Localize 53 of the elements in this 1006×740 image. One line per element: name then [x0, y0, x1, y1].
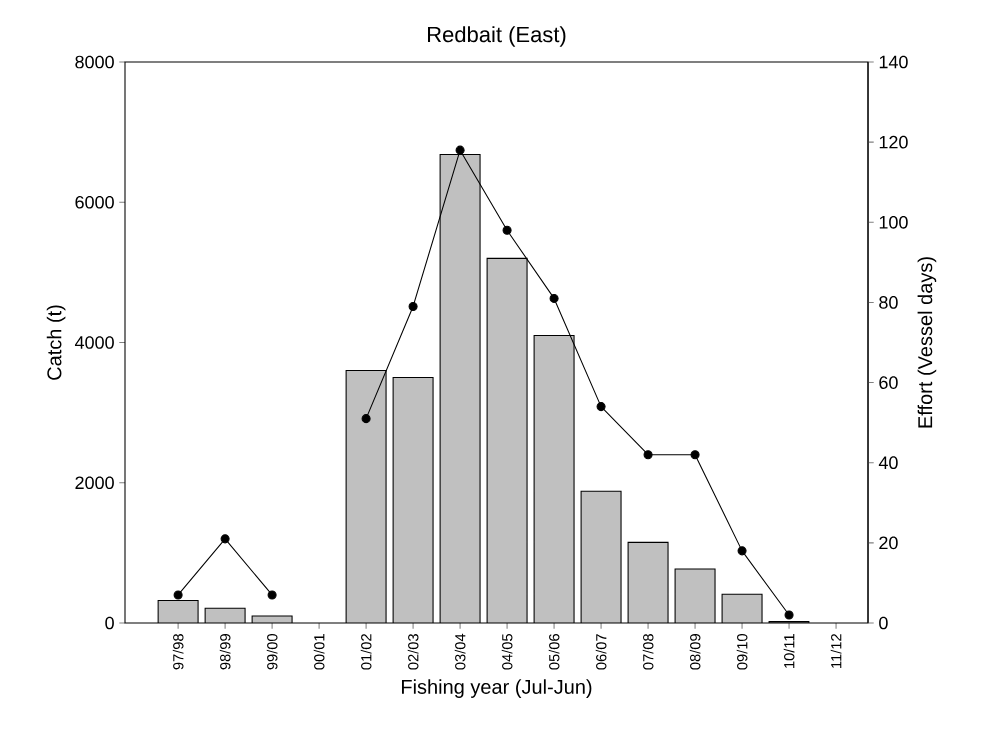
- point: [784, 610, 794, 620]
- point: [455, 145, 465, 155]
- point: [690, 450, 700, 460]
- bar: [627, 541, 669, 623]
- point: [549, 293, 559, 303]
- y2-tick-label: 20: [879, 536, 898, 550]
- y2-tick-label: 120: [879, 135, 908, 149]
- x-tick-label: 97/98: [172, 634, 184, 670]
- x-tick-label: 11/12: [830, 634, 842, 668]
- x-tick-label: 99/00: [266, 633, 278, 670]
- x-tick-label: 07/08: [642, 634, 654, 670]
- x-tick-label: 10/11: [783, 634, 795, 668]
- bar: [345, 370, 387, 623]
- x-tick-label: 01/02: [360, 634, 372, 670]
- bar: [392, 377, 434, 623]
- x-tick-label: 06/07: [595, 634, 607, 670]
- bar: [533, 334, 575, 623]
- point: [596, 402, 606, 412]
- y-tick-label: 0: [105, 616, 114, 630]
- y2-axis-title: Effort (Vessel days): [917, 257, 937, 428]
- x-tick-label: 08/09: [689, 634, 701, 670]
- point: [643, 450, 653, 460]
- x-tick-label: 05/06: [548, 634, 560, 670]
- x-tick-label: 98/99: [219, 634, 231, 670]
- point: [267, 590, 277, 600]
- bar: [674, 568, 716, 623]
- point: [502, 225, 512, 235]
- y2-tick-label: 60: [879, 376, 898, 389]
- bar: [580, 490, 622, 623]
- x-tick-label: 02/03: [407, 634, 419, 670]
- y-tick-label: 8000: [75, 55, 114, 69]
- point: [173, 590, 183, 600]
- y-tick-label: 4000: [74, 336, 114, 349]
- x-tick-label: 03/04: [454, 633, 466, 670]
- y2-tick-label: 100: [879, 215, 908, 229]
- bar: [439, 154, 481, 623]
- x-axis-title: Fishing year (Jul-Jun): [401, 679, 592, 698]
- y2-tick-label: 140: [879, 55, 908, 69]
- point: [220, 534, 230, 544]
- point: [361, 414, 371, 424]
- y2-tick-label: 0: [879, 616, 888, 630]
- y-tick-label: 6000: [75, 195, 114, 209]
- y2-tick-label: 40: [878, 456, 898, 470]
- x-tick-label: 09/10: [736, 633, 748, 670]
- y-tick-label: 2000: [75, 476, 114, 490]
- chart-title: Redbait (East): [428, 26, 566, 47]
- point: [408, 301, 418, 311]
- x-tick-label: 04/05: [501, 634, 513, 670]
- bar: [486, 257, 528, 623]
- x-tick-label: 00/01: [313, 634, 325, 670]
- y2-tick-label: 80: [879, 296, 898, 309]
- point: [737, 546, 747, 556]
- y-axis-title: Catch (t): [46, 305, 66, 380]
